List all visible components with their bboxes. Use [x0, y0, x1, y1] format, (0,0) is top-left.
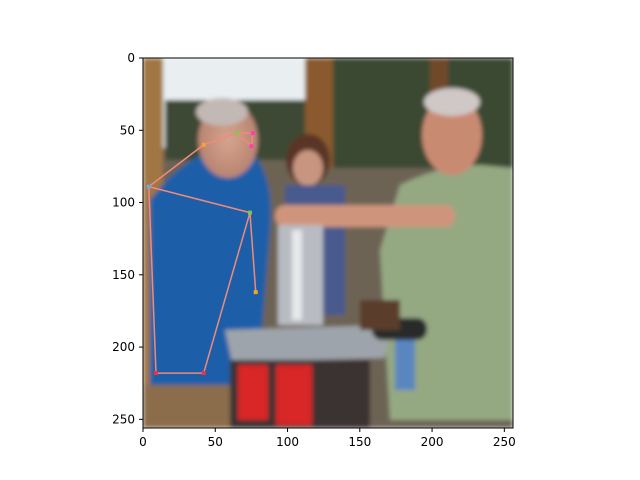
x-axis-ticks: 0 50 100 150 200 250 — [139, 428, 516, 449]
axes-frame — [142, 57, 514, 429]
keypoint-marker — [253, 290, 258, 295]
y-tick-label: 150 — [112, 268, 135, 282]
skeleton-line — [148, 144, 205, 188]
x-tick-label: 50 — [208, 435, 223, 449]
skeleton-line — [202, 212, 251, 374]
photo-background — [143, 58, 513, 428]
keypoint-marker — [250, 131, 255, 136]
keypoint-marker — [201, 142, 206, 147]
skeleton-line — [250, 133, 254, 147]
y-tick-label: 50 — [120, 123, 135, 137]
skeleton-line — [148, 186, 157, 374]
y-axis-ticks: 0 50 100 150 200 250 — [112, 51, 143, 426]
keypoint-marker — [249, 144, 254, 149]
skeleton-line — [249, 212, 257, 293]
skeleton-line — [148, 185, 251, 214]
keypoint-marker — [146, 184, 151, 189]
x-tick-label: 100 — [276, 435, 299, 449]
x-tick-label: 0 — [139, 435, 147, 449]
keypoint-marker — [247, 210, 252, 215]
pose-skeleton — [148, 132, 257, 374]
keypoint-marker — [154, 371, 159, 376]
y-tick-label: 100 — [112, 196, 135, 210]
pose-keypoints — [146, 131, 258, 376]
keypoint-marker — [201, 371, 206, 376]
x-tick-label: 250 — [493, 435, 516, 449]
y-tick-label: 0 — [127, 51, 135, 65]
y-tick-label: 200 — [112, 340, 135, 354]
skeleton-line — [236, 132, 252, 147]
skeleton-line — [203, 132, 238, 146]
x-tick-label: 200 — [421, 435, 444, 449]
x-tick-label: 150 — [348, 435, 371, 449]
keypoint-marker — [234, 131, 239, 136]
y-tick-label: 250 — [112, 412, 135, 426]
